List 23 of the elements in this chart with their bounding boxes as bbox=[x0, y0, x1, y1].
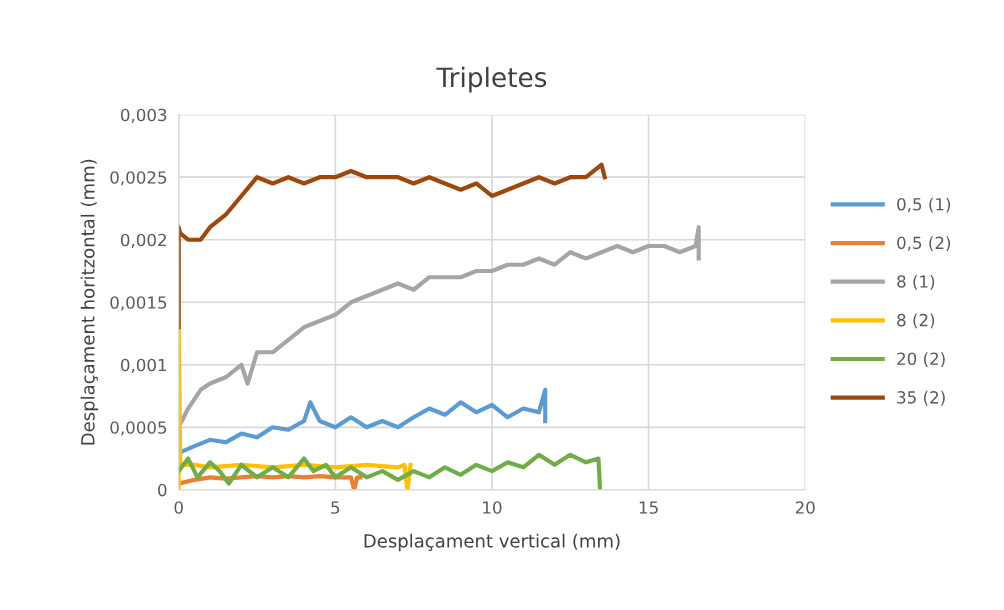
y-tick-label: 0,0005 bbox=[110, 421, 167, 436]
x-tick-label: 0 bbox=[174, 501, 183, 514]
y-tick-label: 0 bbox=[158, 483, 167, 497]
legend-label: 35 (2) bbox=[897, 390, 945, 406]
y-tick-label: 0,0015 bbox=[110, 296, 167, 311]
legend-label: 8 (2) bbox=[897, 313, 935, 329]
y-tick-label: 0,001 bbox=[120, 358, 167, 374]
y-axis-title: Desplaçament horitzontal (mm) bbox=[80, 159, 99, 445]
x-tick-label: 15 bbox=[639, 501, 658, 514]
x-tick-label: 20 bbox=[795, 501, 815, 514]
legend-label: 0,5 (1) bbox=[897, 197, 951, 213]
x-tick-label: 10 bbox=[483, 501, 502, 514]
x-tick-label: 5 bbox=[331, 501, 340, 514]
chart-title: Tripletes bbox=[436, 66, 547, 93]
y-tick-label: 0,0025 bbox=[110, 171, 167, 186]
y-tick-label: 0,002 bbox=[120, 233, 166, 248]
line-series bbox=[178, 162, 607, 330]
legend-label: 8 (1) bbox=[897, 274, 935, 290]
legend-label: 0,5 (2) bbox=[897, 236, 951, 252]
y-tick-label: 0,003 bbox=[120, 108, 167, 123]
line-series bbox=[178, 452, 603, 490]
x-axis-title: Desplaçament vertical (mm) bbox=[364, 533, 620, 552]
legend-label: 20 (2) bbox=[897, 352, 945, 367]
